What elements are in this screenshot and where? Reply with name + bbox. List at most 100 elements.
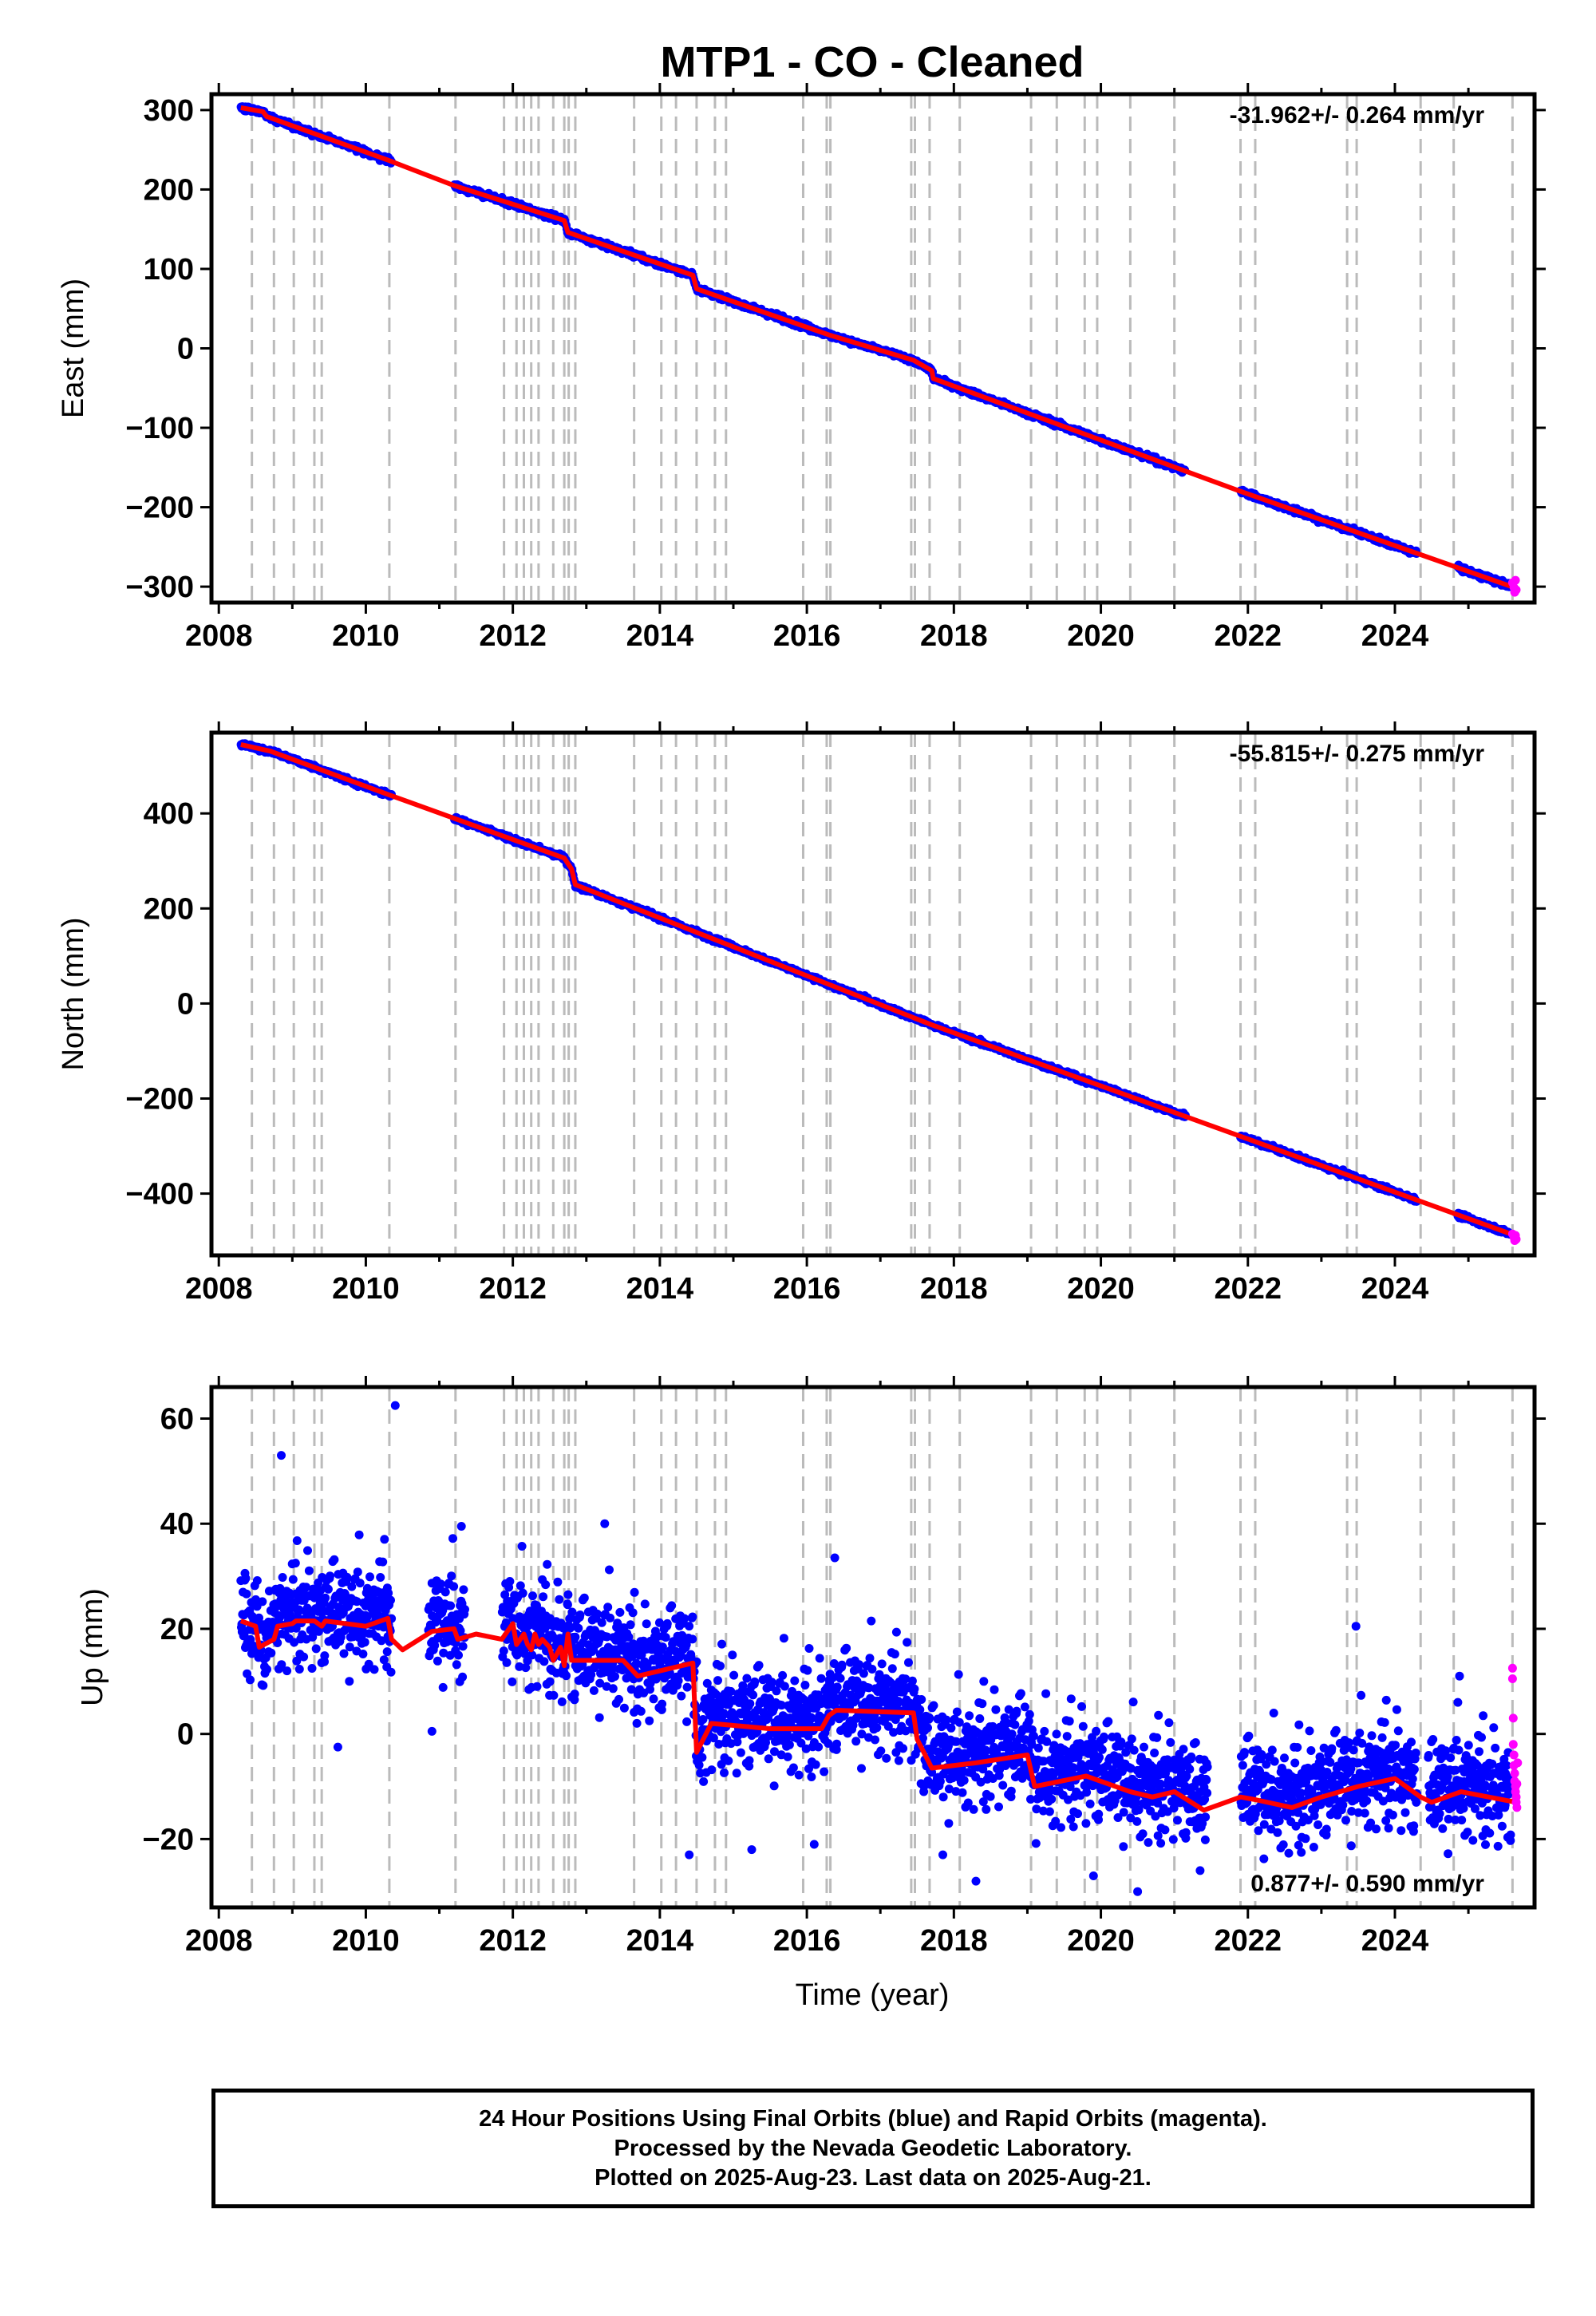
data-point (769, 1781, 779, 1791)
y-tick-label: −100 (125, 412, 194, 445)
data-point (376, 1573, 385, 1582)
data-point (707, 1765, 717, 1775)
data-point (563, 1590, 573, 1599)
x-tick-label: 2010 (332, 619, 400, 653)
data-point (539, 1657, 549, 1666)
data-point (788, 1763, 798, 1773)
data-point (502, 1658, 512, 1667)
x-tick-label: 2014 (626, 619, 694, 653)
data-point (713, 1676, 722, 1686)
data-point (354, 1530, 364, 1539)
data-point (642, 1619, 651, 1629)
data-point (745, 1699, 755, 1709)
north-plot-frame (209, 730, 1537, 1258)
data-point (574, 1623, 583, 1633)
y-tick-label: 400 (144, 797, 194, 831)
data-point (246, 1675, 255, 1685)
data-point (595, 1713, 604, 1722)
data-point (259, 1681, 268, 1690)
data-point (667, 1601, 677, 1611)
data-point (640, 1599, 650, 1609)
data-point (658, 1642, 667, 1652)
data-point (685, 1622, 694, 1631)
data-point (680, 1614, 689, 1623)
data-point (677, 1691, 686, 1701)
data-point (458, 1642, 468, 1651)
data-point (436, 1579, 445, 1589)
data-point (353, 1567, 362, 1577)
data-point (539, 1592, 548, 1602)
data-point (784, 1740, 794, 1749)
north-y-axis-label: North (mm) (57, 917, 90, 1070)
data-point (449, 1582, 459, 1591)
data-point (717, 1639, 726, 1649)
data-point (294, 1665, 304, 1674)
data-point (258, 1597, 267, 1607)
x-tick-label: 2010 (332, 1272, 400, 1306)
data-point (448, 1534, 457, 1543)
data-point (688, 1612, 697, 1622)
data-point (603, 1603, 613, 1612)
data-point (386, 1595, 395, 1605)
y-tick-label: 100 (144, 253, 194, 287)
data-point (241, 1574, 251, 1583)
data-point (645, 1716, 654, 1725)
data-point (517, 1542, 527, 1551)
data-point (447, 1571, 456, 1581)
north-rate-label: -55.815+/- 0.275 mm/yr (1230, 741, 1485, 767)
data-point (597, 1618, 606, 1627)
data-point (780, 1682, 789, 1691)
data-point (754, 1661, 764, 1670)
data-point (278, 1573, 287, 1582)
north-rapid-points (1507, 1229, 1521, 1245)
north-panel: 2008 2010 2012 2014 2016 2018 2020 2022 2024 400… (57, 721, 1546, 1306)
data-point (699, 1777, 709, 1786)
data-point (682, 1717, 692, 1726)
data-point (778, 1670, 788, 1680)
data-point (682, 1682, 692, 1692)
data-point (438, 1682, 448, 1692)
data-point (779, 1634, 788, 1643)
data-point (662, 1618, 672, 1628)
x-tick-label: 2008 (185, 1272, 253, 1306)
data-point (299, 1652, 309, 1662)
y-tick-label: 0 (177, 333, 194, 366)
data-point (729, 1670, 739, 1680)
data-point (446, 1601, 456, 1611)
x-tick-label: 2024 (1361, 619, 1429, 653)
data-point (632, 1718, 642, 1728)
data-point (292, 1536, 302, 1545)
y-tick-label: 200 (144, 173, 194, 207)
data-point (630, 1587, 639, 1597)
east-panel: 2008 2010 2012 2014 2016 2018 2020 2022 2024 300… (57, 83, 1546, 653)
rapid-orbit-point (1511, 575, 1520, 585)
data-point (570, 1690, 579, 1699)
data-point (732, 1769, 741, 1778)
data-point (772, 1686, 781, 1696)
y-tick-label: −300 (125, 571, 194, 604)
data-point (290, 1559, 300, 1568)
data-point (516, 1581, 525, 1591)
x-tick-label: 2020 (1067, 619, 1135, 653)
y-tick-label: 200 (144, 892, 194, 926)
data-point (326, 1571, 334, 1581)
data-point (571, 1632, 580, 1642)
y-tick-label: 0 (177, 987, 194, 1021)
x-tick-label: 2020 (1067, 1272, 1135, 1306)
data-point (592, 1609, 602, 1618)
data-point (553, 1577, 563, 1587)
east-y-axis-label: East (mm) (57, 279, 90, 418)
east-rate-label: -31.962+/- 0.264 mm/yr (1230, 102, 1485, 128)
data-point (783, 1752, 792, 1761)
data-point (460, 1605, 469, 1614)
data-point (339, 1649, 349, 1658)
data-point (345, 1677, 354, 1686)
x-tick-label: 2018 (920, 619, 988, 653)
data-point (304, 1566, 314, 1575)
data-point (454, 1650, 463, 1660)
data-point (750, 1677, 760, 1686)
data-point (358, 1650, 368, 1658)
data-point (563, 1600, 572, 1610)
